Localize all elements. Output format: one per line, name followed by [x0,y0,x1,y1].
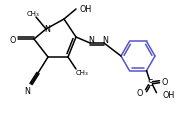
Text: N: N [88,35,94,44]
Text: O: O [136,88,143,97]
Text: N: N [44,24,50,33]
Text: CH₃: CH₃ [27,11,39,17]
Text: O: O [10,35,16,44]
Text: S: S [148,79,153,87]
Text: OH: OH [163,90,175,99]
Text: N: N [24,86,30,95]
Text: N: N [102,35,108,44]
Text: O: O [161,78,168,86]
Text: CH₃: CH₃ [76,69,88,75]
Text: OH: OH [79,4,91,13]
